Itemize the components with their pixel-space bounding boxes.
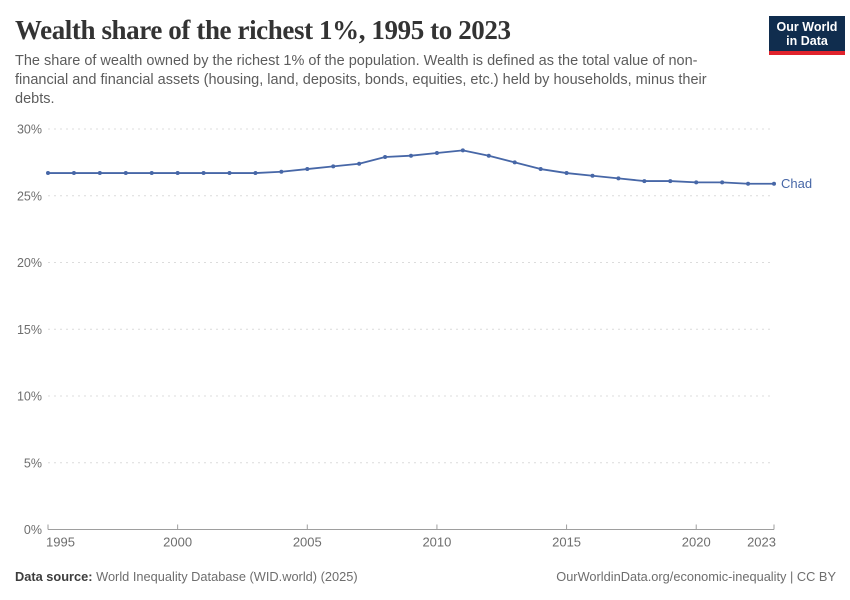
data-point[interactable]	[279, 169, 284, 174]
data-point[interactable]	[720, 180, 725, 185]
y-axis-tick-label: 10%	[17, 390, 42, 404]
x-axis-tick-label: 2020	[682, 535, 711, 550]
data-point[interactable]	[201, 171, 206, 176]
x-axis-tick-label: 2000	[163, 535, 192, 550]
data-point[interactable]	[253, 171, 258, 176]
y-axis-tick-label: 30%	[17, 123, 42, 137]
data-point[interactable]	[71, 171, 76, 176]
x-axis-tick-label: 2023	[747, 535, 776, 550]
data-point[interactable]	[175, 171, 180, 176]
x-axis-tick-label: 2005	[293, 535, 322, 550]
data-point[interactable]	[123, 171, 128, 176]
data-point[interactable]	[97, 171, 102, 176]
data-point[interactable]	[668, 179, 673, 184]
data-point[interactable]	[357, 161, 362, 166]
owid-logo[interactable]: Our World in Data	[769, 16, 845, 55]
page-title: Wealth share of the richest 1%, 1995 to …	[15, 15, 511, 45]
data-point[interactable]	[642, 179, 647, 184]
data-point[interactable]	[590, 173, 595, 178]
data-point[interactable]	[460, 148, 465, 153]
data-point[interactable]	[564, 171, 569, 176]
y-axis-tick-label: 15%	[17, 323, 42, 337]
data-point[interactable]	[746, 181, 751, 186]
y-axis-tick-label: 5%	[24, 456, 42, 470]
data-source-value: World Inequality Database (WID.world) (2…	[96, 569, 358, 584]
x-axis-tick-label: 2015	[552, 535, 581, 550]
data-source: Data source: World Inequality Database (…	[15, 569, 358, 584]
x-axis-tick-label: 1995	[46, 535, 75, 550]
data-point[interactable]	[383, 155, 388, 160]
data-point[interactable]	[538, 167, 543, 172]
data-point[interactable]	[772, 181, 776, 186]
data-source-label: Data source:	[15, 569, 93, 584]
entity-label[interactable]: Chad	[781, 176, 812, 191]
y-axis-tick-label: 20%	[17, 256, 42, 270]
y-axis-tick-label: 25%	[17, 189, 42, 203]
attribution-link[interactable]: OurWorldinData.org/economic-inequality |…	[556, 569, 836, 584]
y-axis-tick-label: 0%	[24, 523, 42, 537]
data-point[interactable]	[616, 176, 621, 181]
data-point[interactable]	[434, 151, 439, 156]
data-point[interactable]	[486, 153, 491, 158]
owid-logo-line1: Our World	[776, 20, 838, 34]
chart-subtitle: The share of wealth owned by the richest…	[15, 53, 707, 107]
data-point[interactable]	[331, 164, 336, 169]
data-point[interactable]	[227, 171, 232, 176]
owid-logo-line2: in Data	[786, 34, 828, 48]
data-point[interactable]	[46, 171, 50, 176]
line-chart-canvas[interactable]: 0% 5% 10% 15% 20% 25% 30% 1995 2000 2005 2010 2015 2…	[0, 112, 850, 572]
data-point[interactable]	[694, 180, 699, 185]
data-point[interactable]	[305, 167, 310, 172]
data-point[interactable]	[409, 153, 413, 158]
x-axis-tick-label: 2010	[422, 535, 451, 550]
data-point[interactable]	[149, 171, 154, 176]
data-point[interactable]	[512, 160, 517, 165]
